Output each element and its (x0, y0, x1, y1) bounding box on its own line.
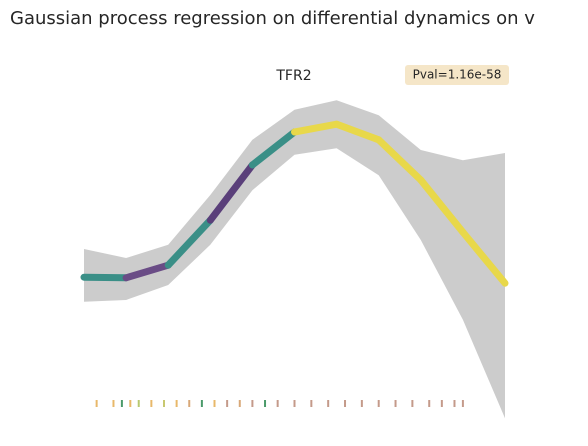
confidence-band (84, 100, 505, 419)
mean-segment (122, 261, 172, 282)
mean-segment (333, 120, 383, 144)
mean-segment (80, 273, 130, 282)
mean-segment (206, 161, 256, 224)
annotation-box (405, 65, 509, 85)
chart-title: Gaussian process regression on different… (10, 8, 535, 29)
mean-segment (248, 128, 298, 169)
annotation: Pval=1.16e-58 (413, 68, 502, 82)
mean-segment (291, 120, 341, 136)
chart-subtitle: TFR2 (275, 68, 311, 84)
mean-segment (375, 136, 425, 184)
mean-segment (417, 176, 467, 236)
mean-segment (164, 216, 214, 269)
mean-segment (459, 228, 509, 287)
